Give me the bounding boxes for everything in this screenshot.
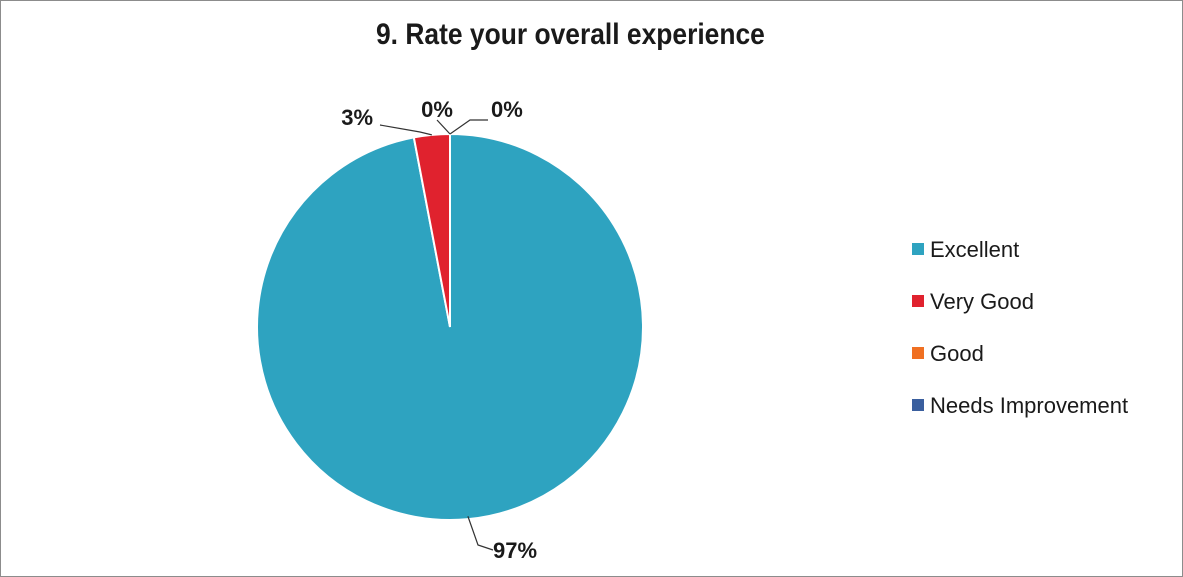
data-labels: 97% 3% 0% 0% [341,97,537,563]
leader-line-very-good [379,124,432,136]
data-label-very-good: 3% [341,105,373,130]
legend-label-needs-improvement: Needs Improvement [930,393,1128,418]
legend-swatch-excellent [912,243,924,255]
data-label-good: 0% [421,97,453,122]
leader-line-needs-improvement [449,119,488,135]
leader-line-good [436,119,451,135]
legend-label-good: Good [930,341,984,366]
legend-label-excellent: Excellent [930,237,1019,262]
legend: Excellent Very Good Good Needs Improvement [912,237,1128,418]
legend-swatch-needs-improvement [912,399,924,411]
data-label-excellent: 97% [493,538,537,563]
leader-line-excellent [467,516,494,551]
leader-lines [379,119,494,551]
pie-slices [256,132,644,521]
data-label-needs-improvement: 0% [491,97,523,122]
legend-swatch-very-good [912,295,924,307]
legend-label-very-good: Very Good [930,289,1034,314]
chart-title: 9. Rate your overall experience [376,18,765,51]
legend-swatch-good [912,347,924,359]
